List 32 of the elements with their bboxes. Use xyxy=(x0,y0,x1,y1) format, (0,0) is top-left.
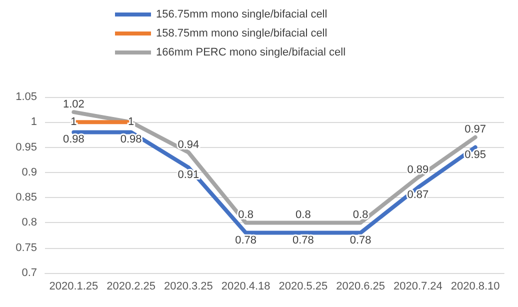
data-label: 0.78 xyxy=(235,234,257,246)
data-label: 0.94 xyxy=(178,138,200,151)
x-tick-label: 2020.6.25 xyxy=(336,280,386,292)
data-label: 1.02 xyxy=(62,98,84,111)
data-label: 0.78 xyxy=(292,234,314,246)
data-label: 0.98 xyxy=(62,134,84,146)
data-label: 0.89 xyxy=(407,164,429,176)
x-tick-label: 2020.1.25 xyxy=(49,280,98,292)
x-tick-label: 2020.4.18 xyxy=(221,280,270,292)
x-tick-label: 2020.3.25 xyxy=(164,280,213,292)
y-tick-label: 0.7 xyxy=(22,267,37,279)
data-label: 0.95 xyxy=(464,148,486,161)
data-label: 0.78 xyxy=(350,234,372,246)
y-tick-label: 0.9 xyxy=(22,166,37,178)
data-label: 0.98 xyxy=(120,134,142,146)
y-tick-label: 0.95 xyxy=(16,141,37,154)
y-tick-label: 1 xyxy=(30,116,37,128)
legend-label: 156.75mm mono single/bifacial cell xyxy=(156,8,328,20)
y-tick-label: 0.85 xyxy=(16,192,37,204)
y-tick-label: 0.8 xyxy=(22,216,37,229)
x-tick-label: 2020.7.24 xyxy=(393,280,442,292)
data-label: 0.97 xyxy=(464,124,486,136)
x-tick-label: 2020.5.25 xyxy=(278,280,328,292)
data-label: 0.8 xyxy=(352,209,368,222)
x-tick-label: 2020.2.25 xyxy=(106,280,156,292)
data-label: 0.8 xyxy=(296,209,311,222)
y-tick-label: 0.75 xyxy=(16,242,37,254)
y-tick-label: 1.05 xyxy=(16,91,37,103)
x-tick-label: 2020.8.10 xyxy=(450,280,500,292)
data-label: 0.8 xyxy=(238,209,254,222)
legend-label: 158.75mm mono single/bifacial cell xyxy=(156,28,328,40)
legend-label: 166mm PERC mono single/bifacial cell xyxy=(156,46,346,58)
